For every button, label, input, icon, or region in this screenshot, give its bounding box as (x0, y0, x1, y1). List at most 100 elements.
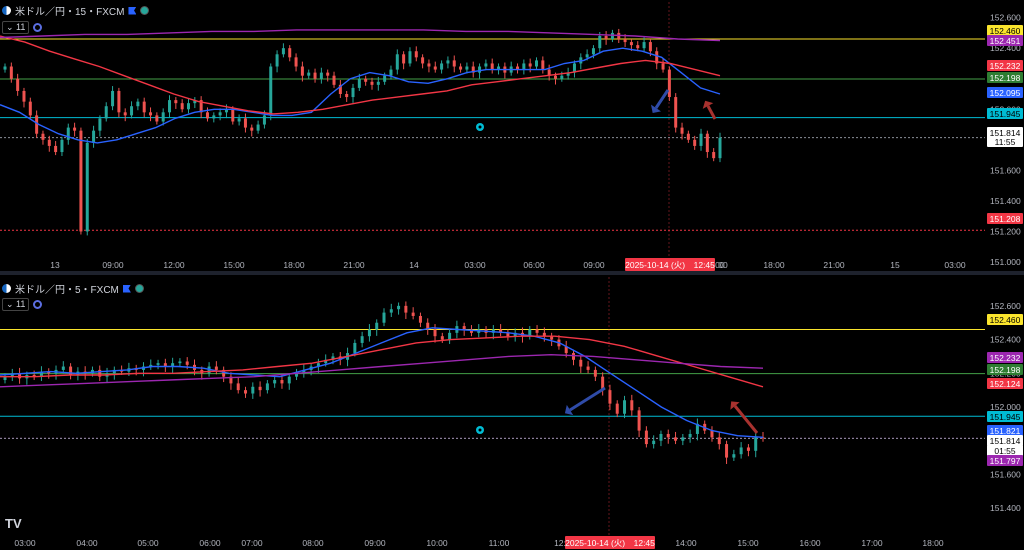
candle-body (345, 94, 349, 98)
moving-average-line (0, 47, 721, 144)
candle-body (506, 332, 510, 337)
moving-average-line (0, 35, 721, 115)
price-axis-tick: 151.400 (990, 503, 1021, 513)
time-axis-tick: 14 (409, 260, 419, 270)
candle-body (433, 329, 437, 337)
time-highlight-box (625, 258, 715, 271)
candle-body (265, 383, 269, 391)
flag-icon[interactable] (122, 284, 131, 293)
indicator-count[interactable]: ⌄ 11 (2, 21, 30, 34)
time-axis-tick: 05:00 (137, 538, 159, 548)
price-label-box (987, 72, 1023, 83)
candle-body (547, 69, 551, 76)
time-axis-tick: 03:00 (464, 260, 486, 270)
candle-body (360, 336, 364, 343)
candle-body (156, 363, 160, 365)
candle-body (383, 75, 387, 82)
panel-separator[interactable] (0, 271, 1024, 275)
price-label-box (987, 35, 1023, 46)
price-label-box (987, 445, 1023, 456)
price-axis-tick: 152.400 (990, 43, 1021, 53)
indicator-count[interactable]: ⌄ 11 (2, 298, 30, 311)
arrow-shaft (569, 386, 606, 412)
candle-body (178, 361, 182, 364)
candle-body (117, 90, 121, 113)
time-axis-tick: 21:00 (823, 260, 845, 270)
candle-body (32, 374, 36, 377)
chart-15min[interactable]: 152.600152.400152.200152.000151.800151.6… (0, 0, 1024, 271)
candle-body (302, 369, 306, 374)
symbol-title: 米ドル／円・15・FXCM (15, 7, 125, 18)
candle-body (236, 383, 240, 391)
candle-body (229, 376, 233, 384)
price-label: 151.208 (990, 214, 1021, 224)
arrow-shaft (706, 105, 717, 120)
time-axis-tick: 18:00 (283, 260, 305, 270)
candle-body (39, 371, 43, 377)
candle-body (294, 57, 298, 67)
candle-body (644, 430, 648, 445)
indicator-toggle-top[interactable]: ⌄ 11 (2, 21, 43, 34)
price-label-box (987, 435, 1023, 446)
candle-body (92, 130, 96, 143)
price-label-box (987, 60, 1023, 71)
price-label: 151.814 (990, 128, 1021, 138)
candle-body (560, 75, 564, 79)
candle-body (550, 336, 554, 340)
candle-body (338, 84, 342, 94)
price-label-box (987, 364, 1023, 375)
candle-body (319, 72, 323, 79)
indicator-count-label: 11 (16, 299, 26, 309)
candle-body (66, 127, 70, 140)
candle-body (462, 326, 466, 330)
candle-body (636, 45, 640, 49)
visibility-icon[interactable] (33, 23, 43, 32)
candle-body (112, 369, 116, 374)
usdjpy-flag-icon (2, 6, 11, 15)
candle-body (761, 437, 765, 439)
candle-body (717, 437, 721, 445)
visibility-icon[interactable] (33, 300, 43, 309)
candle-body (174, 100, 178, 104)
candle-body (404, 305, 408, 313)
candle-body (142, 101, 146, 113)
symbol-header-bottom[interactable]: 米ドル／円・5・FXCM (2, 281, 144, 296)
candle-body (418, 315, 422, 323)
symbol-header-top[interactable]: 米ドル／円・15・FXCM (2, 3, 150, 18)
candle-body (35, 115, 39, 134)
candle-body (610, 32, 614, 40)
candle-body (326, 72, 330, 76)
candle-body (402, 54, 406, 64)
usdjpy-flag-icon (2, 284, 11, 293)
candle-body (585, 54, 589, 58)
candle-body (316, 363, 320, 367)
candle-body (541, 60, 545, 70)
tradingview-logo: TV (5, 516, 22, 531)
price-axis-tick: 151.400 (990, 196, 1021, 206)
candle-body (273, 380, 277, 384)
candle-body (674, 97, 678, 128)
candle-body (275, 54, 279, 67)
candle-body (681, 437, 685, 441)
candle-body (332, 75, 336, 85)
indicator-toggle-bottom[interactable]: ⌄ 11 (2, 298, 43, 311)
candle-body (395, 54, 399, 70)
candle-body (490, 63, 494, 70)
time-axis-tick: 00 (718, 260, 728, 270)
chart-5min[interactable]: 152.600152.400152.200152.000151.800151.6… (0, 275, 1024, 550)
price-label-box (987, 425, 1023, 436)
candle-body (446, 60, 450, 64)
candle-body (367, 329, 371, 337)
candle-body (47, 139, 51, 146)
flag-icon[interactable] (128, 6, 137, 15)
candle-body (535, 329, 539, 333)
candle-body (98, 369, 102, 377)
candle-body (9, 66, 13, 79)
candle-body (746, 447, 750, 451)
price-label-box (987, 87, 1023, 98)
price-label-box (987, 314, 1023, 325)
candle-body (630, 400, 634, 411)
candle-body (307, 72, 311, 76)
candle-body (615, 403, 619, 414)
price-label-box (987, 136, 1023, 147)
